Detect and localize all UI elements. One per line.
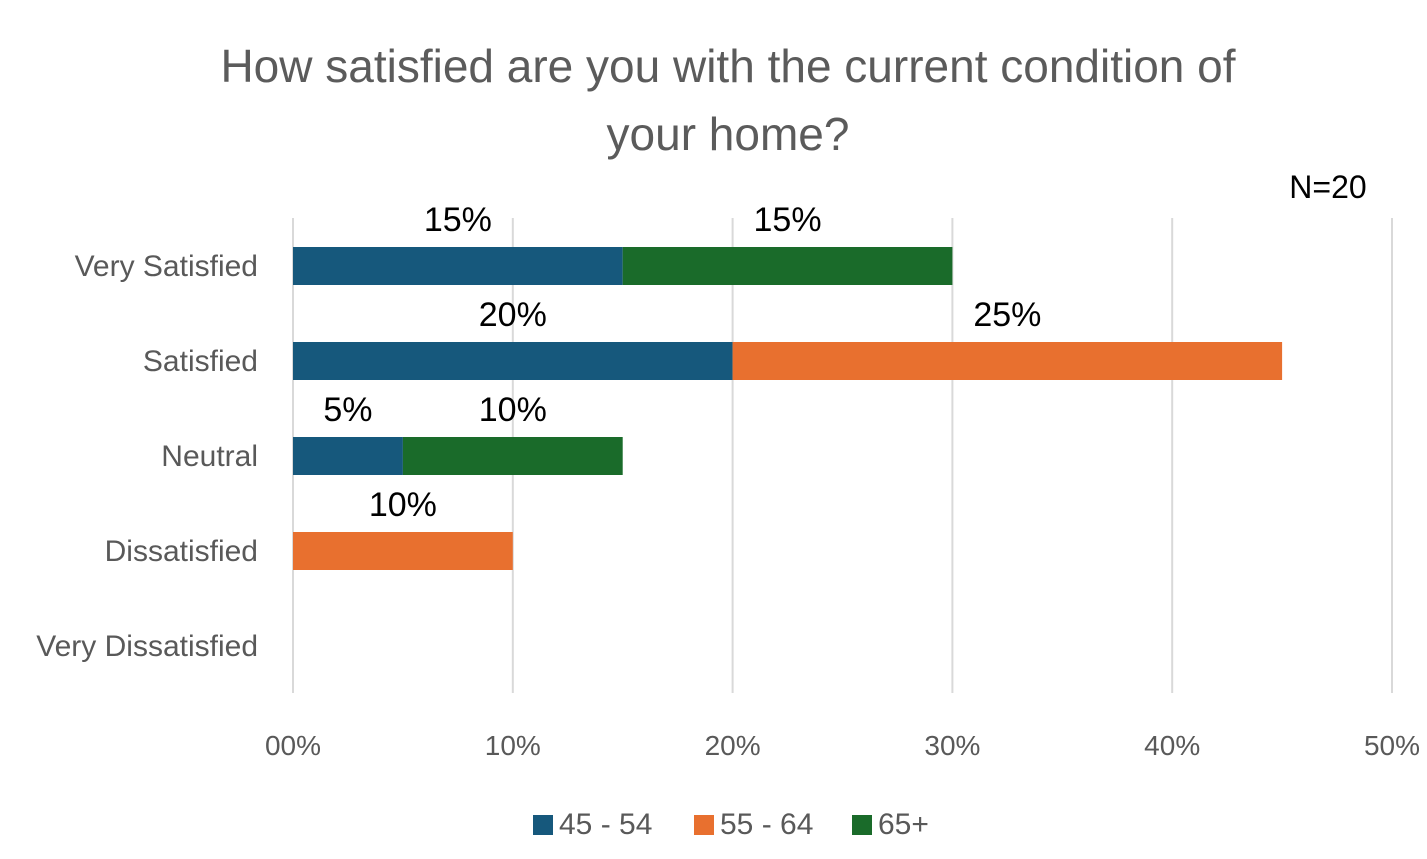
- x-tick-label: 30%: [924, 730, 980, 761]
- category-label: Satisfied: [143, 345, 258, 378]
- bar-segment: [293, 437, 403, 475]
- bar-segment: [622, 247, 953, 285]
- bar-segment: [293, 342, 733, 380]
- category-label: Very Satisfied: [75, 250, 258, 283]
- legend: 45 - 54 55 - 64 65+: [533, 808, 929, 841]
- x-tick-label: 20%: [705, 730, 761, 761]
- data-labels: 15% 15% 20% 25% 5% 10% 10%: [323, 201, 1041, 524]
- legend-swatch: [852, 815, 872, 835]
- data-label: 25%: [973, 296, 1041, 334]
- chart-title-line-2: your home?: [607, 108, 850, 160]
- data-label: 10%: [479, 391, 547, 429]
- chart-title-line-1: How satisfied are you with the current c…: [220, 40, 1235, 92]
- category-label: Neutral: [161, 440, 258, 473]
- bar-segment: [732, 342, 1283, 380]
- x-tick-label: 50%: [1364, 730, 1420, 761]
- data-label: 20%: [479, 296, 547, 334]
- x-tick-label: 00%: [265, 730, 321, 761]
- x-tick-label: 40%: [1144, 730, 1200, 761]
- legend-label: 45 - 54: [559, 808, 652, 841]
- data-label: 15%: [754, 201, 822, 239]
- legend-swatch: [694, 815, 714, 835]
- bar-segment: [293, 247, 623, 285]
- legend-label: 65+: [878, 808, 929, 841]
- bar-segment: [402, 437, 623, 475]
- data-label: 5%: [323, 391, 372, 429]
- bars: [293, 247, 1283, 570]
- category-label: Very Dissatisfied: [36, 630, 258, 663]
- x-tick-label: 10%: [485, 730, 541, 761]
- legend-swatch: [533, 815, 553, 835]
- legend-label: 55 - 64: [720, 808, 813, 841]
- x-axis-tick-labels: 00% 10% 20% 30% 40% 50%: [265, 730, 1420, 761]
- data-label: 10%: [369, 486, 437, 524]
- bar-segment: [293, 532, 513, 570]
- category-label: Dissatisfied: [105, 535, 258, 568]
- category-labels: Very Satisfied Satisfied Neutral Dissatisfi…: [36, 250, 258, 663]
- data-label: 15%: [424, 201, 492, 239]
- sample-size-note: N=20: [1289, 169, 1366, 205]
